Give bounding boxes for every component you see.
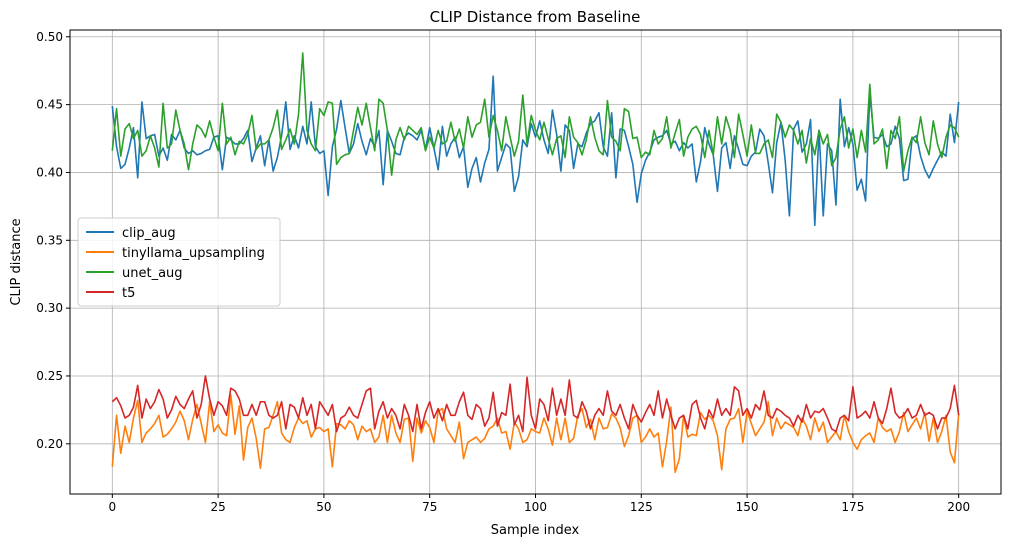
x-tick-label: 175 [841,500,864,514]
y-tick-label: 0.45 [36,98,63,112]
y-tick-label: 0.25 [36,369,63,383]
series-line-unet-aug [111,52,960,176]
legend: clip_aug tinyllama_upsampling unet_aug t… [77,217,281,307]
legend-label-tinyllama-upsampling: tinyllama_upsampling [122,246,265,261]
x-tick-label: 25 [210,500,225,514]
chart-title: CLIP Distance from Baseline [430,8,641,26]
series-line-clip-aug [111,75,960,227]
legend-label-t5: t5 [122,286,135,301]
x-tick-label: 125 [630,500,653,514]
legend-label-unet-aug: unet_aug [122,266,183,281]
x-tick-label: 100 [524,500,547,514]
legend-label-clip-aug: clip_aug [122,226,176,241]
x-axis-label: Sample index [491,523,580,538]
y-axis-ticks: 0.20 0.25 0.30 0.35 0.40 0.45 0.50 [36,30,70,451]
y-gridlines [70,36,1001,445]
y-tick-label: 0.30 [36,301,63,315]
series-line-tinyllama-upsampling [111,394,960,474]
x-tick-label: 200 [947,500,970,514]
x-axis-ticks: 0 25 50 75 100 125 150 175 200 [108,494,970,514]
y-axis-label: CLIP distance [9,218,24,305]
y-tick-label: 0.40 [36,165,63,179]
y-tick-label: 0.50 [36,30,63,44]
x-tick-label: 0 [108,500,116,514]
series-layer [111,52,960,474]
x-tick-label: 50 [316,500,331,514]
legend-box [77,217,281,307]
series-line-t5 [111,375,960,433]
x-tick-label: 150 [736,500,759,514]
x-tick-label: 75 [422,500,437,514]
y-tick-label: 0.35 [36,233,63,247]
y-tick-label: 0.20 [36,437,63,451]
